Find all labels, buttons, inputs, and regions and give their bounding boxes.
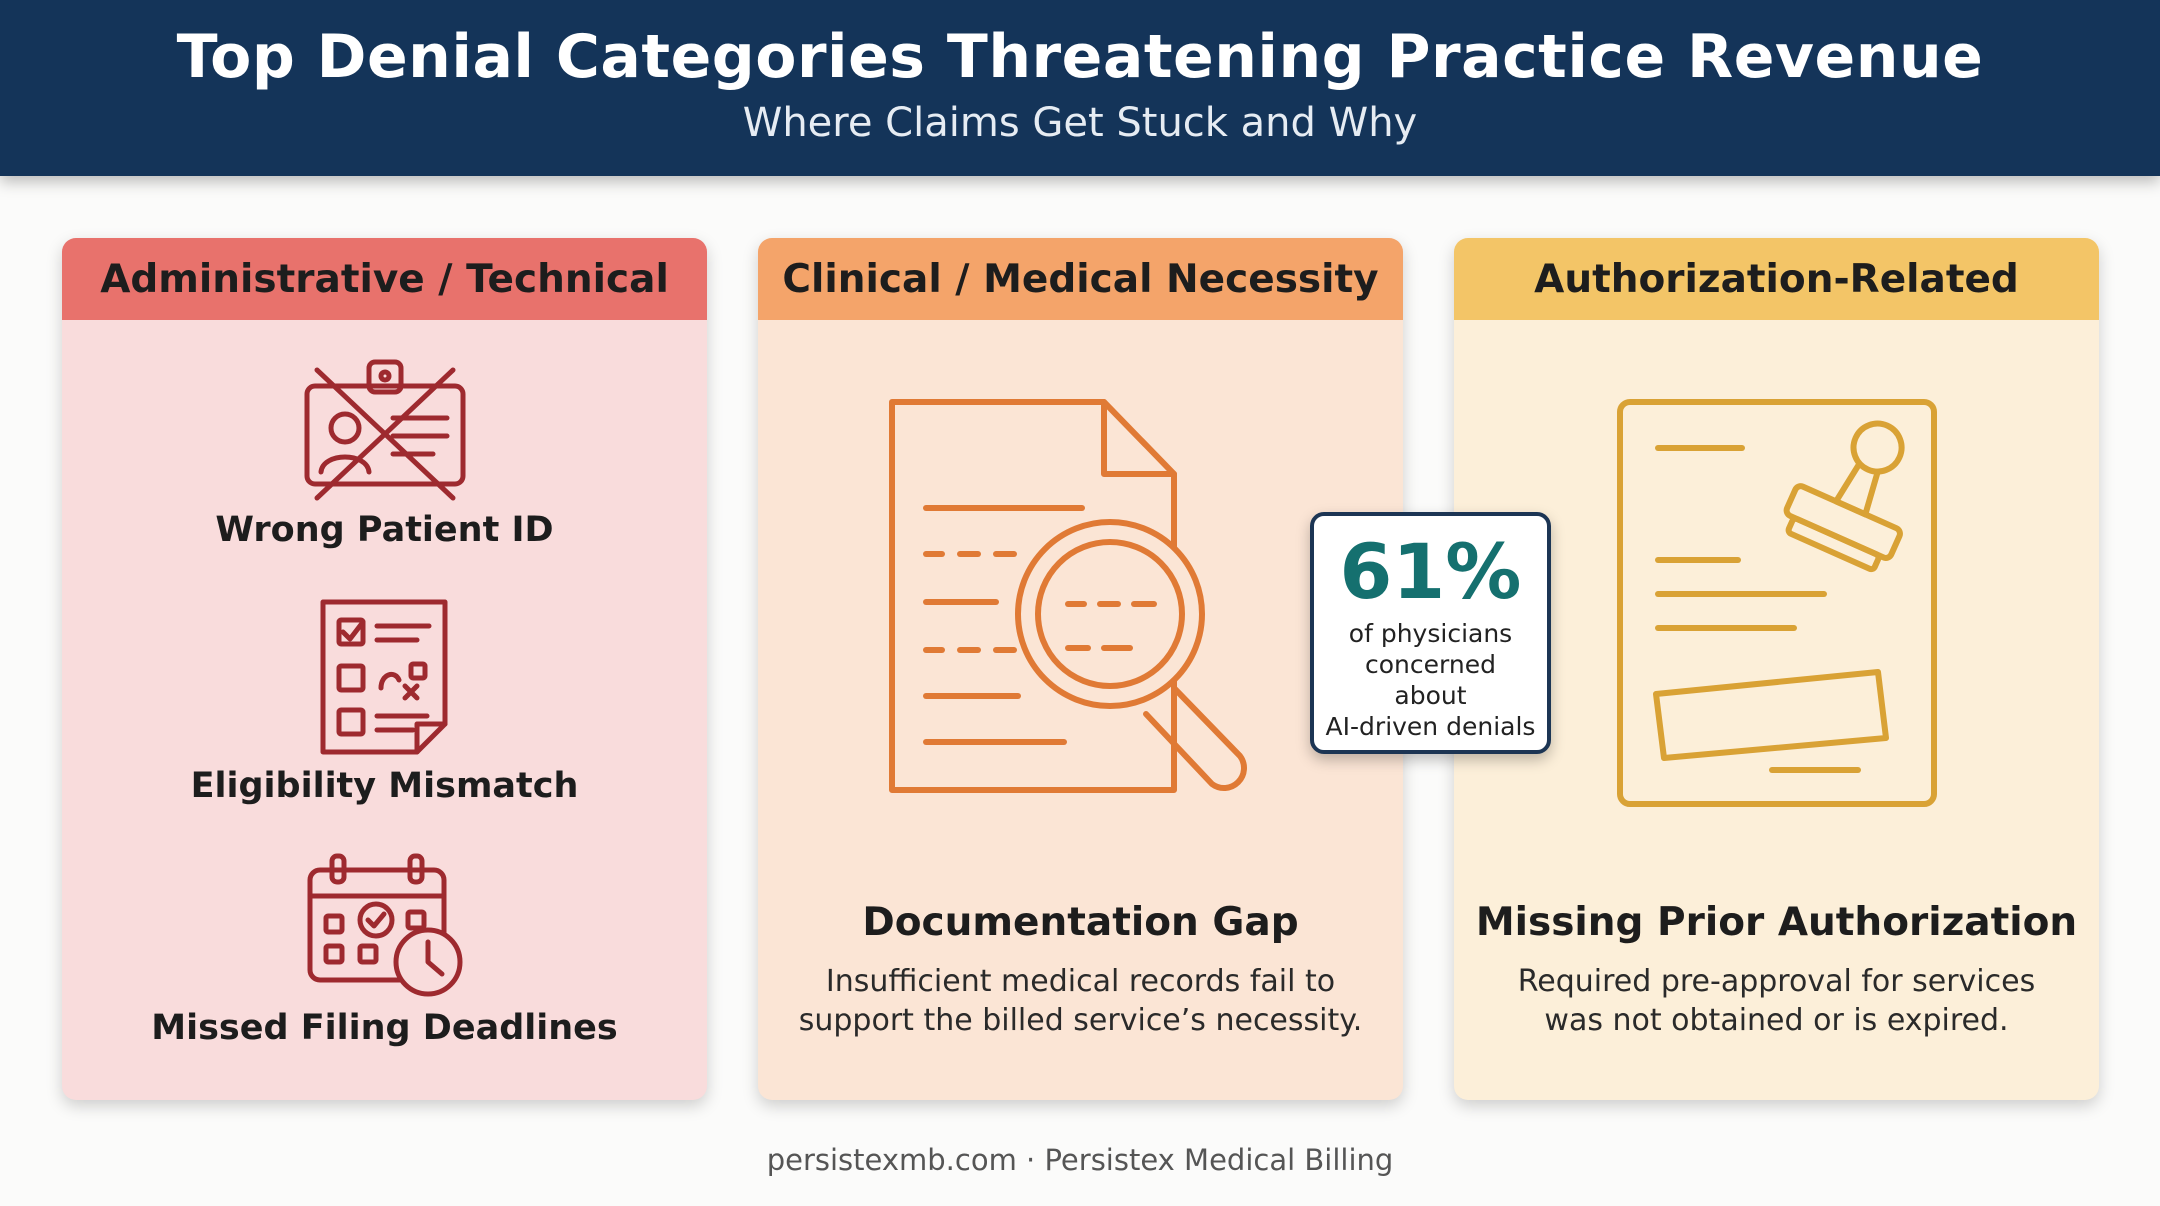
card-administrative: Administrative / Technical Wrong Patient… [62, 238, 707, 1100]
item-wrong-patient-id: Wrong Patient ID [215, 510, 554, 550]
header-banner: Top Denial Categories Threatening Practi… [0, 0, 2160, 176]
stat-value: 61% [1339, 527, 1522, 616]
clinical-item-title: Documentation Gap [862, 900, 1299, 945]
stat-caption: of physicians concerned about AI-driven … [1314, 618, 1547, 742]
stat-caption-line: concerned [1365, 650, 1496, 679]
authorization-item-title: Missing Prior Authorization [1475, 900, 2078, 945]
footer-credit: persistexmb.com · Persistex Medical Bill… [766, 1143, 1394, 1177]
clinical-item-description: Insufficient medical records fail to sup… [798, 964, 1363, 1038]
calendar-clock-icon [307, 853, 463, 997]
card-clinical-title: Clinical / Medical Necessity [758, 238, 1403, 320]
page-title: Top Denial Categories Threatening Practi… [176, 22, 1984, 92]
stat-callout: 61% of physicians concerned about AI-dri… [1310, 512, 1551, 754]
page-subtitle: Where Claims Get Stuck and Why [742, 100, 1418, 146]
card-administrative-title: Administrative / Technical [62, 238, 707, 320]
card-authorization-title: Authorization-Related [1454, 238, 2099, 320]
stat-caption-line: of physicians [1348, 619, 1513, 648]
stat-caption-line: AI-driven denials [1325, 712, 1536, 741]
item-missed-filing-deadlines: Missed Filing Deadlines [151, 1008, 618, 1048]
item-eligibility-mismatch: Eligibility Mismatch [190, 766, 579, 806]
authorization-item-description: Required pre-approval for services was n… [1517, 964, 2036, 1038]
card-authorization: Authorization-Related Missing Prior Auth… [1454, 238, 2099, 1100]
document-stamp-icon [1617, 399, 1937, 807]
checklist-icon [320, 599, 448, 755]
stat-caption-line: about [1394, 681, 1467, 710]
crossed-id-card-icon [304, 359, 466, 501]
card-clinical: Clinical / Medical Necessity Documentati… [758, 238, 1403, 1100]
document-magnifier-icon [889, 399, 1247, 793]
